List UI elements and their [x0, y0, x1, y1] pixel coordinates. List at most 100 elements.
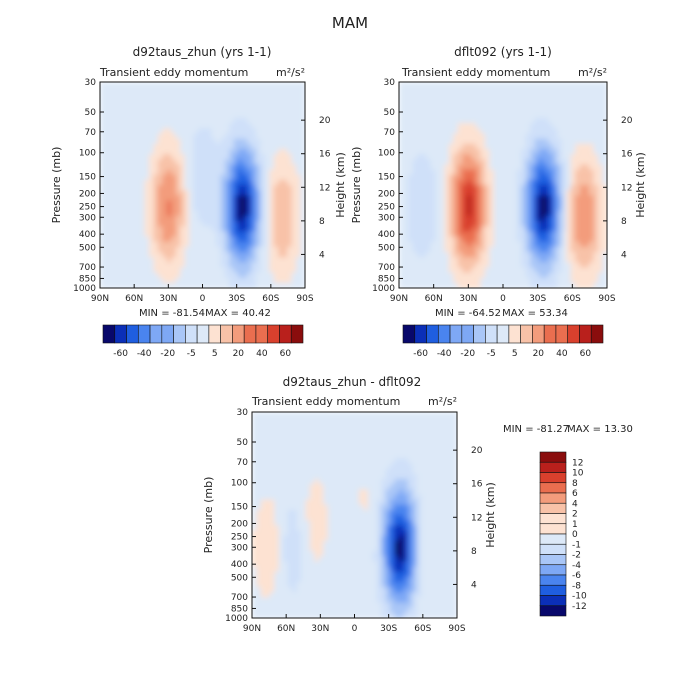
- field-cell: [252, 432, 258, 439]
- field-cell: [175, 133, 181, 140]
- field-cell: [211, 118, 217, 124]
- field-cell: [242, 221, 248, 227]
- field-cell: [480, 226, 486, 232]
- y2-tick-label: 16: [319, 150, 331, 160]
- field-cell: [215, 133, 221, 140]
- field-cell: [602, 236, 607, 243]
- field-cell: [336, 494, 342, 501]
- field-cell: [354, 453, 360, 459]
- field-cell: [426, 241, 432, 248]
- field-cell: [292, 427, 298, 434]
- field-cell: [548, 133, 554, 140]
- field-cell: [198, 226, 204, 232]
- field-cell: [579, 267, 585, 274]
- field-cell: [539, 118, 545, 124]
- field-cell: [278, 179, 284, 186]
- field-cell: [229, 241, 235, 248]
- field-cell: [484, 272, 491, 279]
- field-cell: [498, 179, 504, 186]
- field-cell: [336, 442, 342, 449]
- field-cell: [278, 226, 284, 232]
- field-cell: [251, 195, 257, 202]
- field-cell: [238, 128, 244, 135]
- field-cell: [206, 210, 213, 217]
- field-cell: [584, 200, 590, 207]
- field-cell: [350, 427, 356, 434]
- field-cell: [327, 432, 333, 439]
- field-cell: [426, 102, 432, 109]
- field-cell: [448, 257, 454, 263]
- field-cell: [403, 102, 409, 109]
- field-cell: [350, 576, 356, 583]
- field-cell: [113, 179, 119, 186]
- field-cell: [421, 123, 427, 129]
- field-cell: [189, 133, 195, 140]
- colorbar-tick-label: -60: [413, 349, 428, 359]
- field-cell: [149, 128, 155, 135]
- field-cell: [215, 200, 221, 207]
- field-cell: [256, 576, 262, 583]
- field-cell: [597, 185, 604, 191]
- field-cell: [278, 515, 284, 521]
- field-cell: [539, 190, 545, 196]
- field-cell: [426, 154, 432, 160]
- field-cell: [439, 282, 445, 288]
- field-cell: [287, 442, 293, 449]
- field-cell: [561, 138, 567, 145]
- field-cell: [570, 102, 576, 109]
- field-cell: [543, 277, 549, 284]
- field-cell: [493, 92, 500, 99]
- field-cell: [238, 143, 244, 150]
- field-cell: [350, 458, 356, 465]
- field-cell: [466, 154, 472, 160]
- field-cell: [260, 612, 266, 618]
- field-cell: [269, 515, 275, 521]
- field-cell: [314, 499, 320, 506]
- field-cell: [318, 551, 324, 557]
- field-cell: [534, 210, 540, 217]
- field-cell: [198, 262, 204, 268]
- field-cell: [314, 494, 320, 501]
- field-cell: [323, 432, 329, 439]
- panel-a: d92taus_zhun (yrs 1-1) Transient eddy mo…: [50, 45, 347, 359]
- field-cell: [579, 102, 585, 109]
- field-cell: [521, 226, 527, 232]
- field-cell: [162, 92, 168, 99]
- field-cell: [273, 87, 279, 93]
- field-cell: [206, 195, 213, 202]
- field-cell: [229, 174, 235, 181]
- field-cell: [466, 185, 472, 191]
- field-cell: [453, 154, 459, 160]
- field-cell: [202, 159, 208, 165]
- field-cell: [300, 195, 305, 202]
- field-cell: [336, 520, 342, 526]
- field-cell: [184, 118, 190, 124]
- field-cell: [516, 272, 522, 279]
- field-cell: [480, 215, 486, 222]
- field-cell: [372, 499, 378, 506]
- field-cell: [278, 246, 284, 253]
- field-cell: [273, 195, 279, 202]
- field-cell: [426, 179, 432, 186]
- field-cell: [140, 87, 146, 93]
- field-cell: [318, 499, 324, 506]
- field-cell: [252, 509, 258, 516]
- field-cell: [215, 251, 221, 258]
- field-cell: [341, 540, 347, 547]
- field-cell: [153, 236, 159, 243]
- field-cell: [309, 515, 315, 521]
- field-cell: [175, 257, 181, 263]
- field-cell: [215, 226, 221, 232]
- field-cell: [521, 272, 527, 279]
- field-cell: [189, 169, 195, 176]
- field-cell: [525, 246, 531, 253]
- field-cell: [273, 128, 279, 135]
- field-cell: [287, 422, 293, 429]
- field-cell: [444, 282, 450, 288]
- field-cell: [283, 437, 289, 444]
- field-cell: [318, 494, 324, 501]
- field-cell: [593, 154, 599, 160]
- field-cell: [117, 92, 123, 99]
- field-cell: [292, 473, 298, 480]
- field-cell: [534, 246, 540, 253]
